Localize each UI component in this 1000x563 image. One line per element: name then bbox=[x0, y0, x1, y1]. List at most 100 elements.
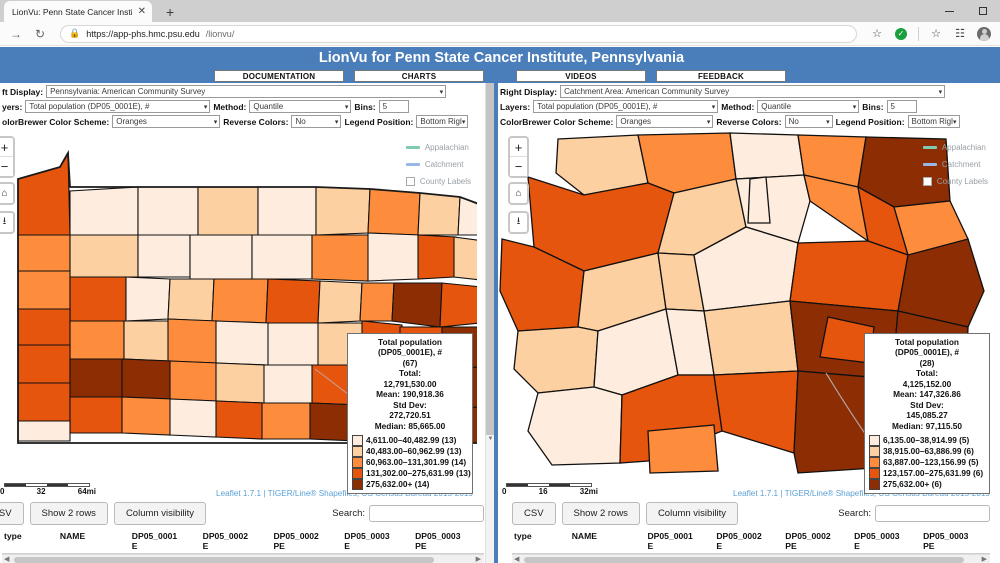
overlay-label: County Labels bbox=[419, 177, 471, 186]
left-panel-scrollbar[interactable]: ▼ bbox=[485, 83, 495, 563]
right-map-attribution[interactable]: Leaflet 1.7.1 | TIGER/Line® Shapefiles, … bbox=[733, 489, 990, 498]
left-map[interactable]: + − ⌂ ⭳ Appalachian bbox=[0, 131, 477, 498]
home-icon[interactable]: ⌂ bbox=[508, 182, 529, 205]
browser-tab[interactable]: LionVu: Penn State Cancer Institu ✕ bbox=[4, 1, 152, 22]
scroll-thumb[interactable] bbox=[486, 83, 495, 435]
overlay-appalachian[interactable]: Appalachian bbox=[922, 139, 988, 156]
col-dp05-0003pe[interactable]: DP05_0003PE bbox=[413, 527, 484, 554]
col-dp05-0002pe[interactable]: DP05_0002PE bbox=[271, 527, 343, 554]
scroll-down-arrow-icon[interactable]: ▼ bbox=[487, 436, 494, 442]
right-colorscheme-row: ColorBrewer Color Scheme: Oranges Revers… bbox=[500, 115, 998, 128]
home-icon[interactable]: ⌂ bbox=[0, 182, 15, 205]
tab-videos[interactable]: VIDEOS bbox=[516, 70, 646, 82]
col-dp05-0003pe[interactable]: DP05_0003PE bbox=[921, 527, 990, 554]
left-method-select[interactable]: Quantile bbox=[249, 100, 352, 113]
col-name[interactable]: NAME bbox=[57, 527, 130, 554]
address-bar[interactable]: 🔒 https://app-phs.hmc.psu.edu/lionvu/ bbox=[60, 24, 857, 43]
overlay-county-labels[interactable]: County Labels bbox=[922, 173, 988, 190]
col-dp05-0002pe[interactable]: DP05_0002PE bbox=[783, 527, 853, 554]
left-controls: ft Display: Pennsylvania: American Commu… bbox=[0, 83, 494, 131]
left-display-select[interactable]: Pennsylvania: American Community Survey bbox=[46, 85, 447, 98]
column-visibility-button[interactable]: Column visibility bbox=[645, 502, 739, 525]
csv-button[interactable]: CSV bbox=[512, 502, 556, 525]
legend-label: 275,632.00+ (14) bbox=[366, 479, 430, 489]
scroll-right-arrow-icon[interactable]: ▶ bbox=[475, 556, 481, 563]
close-icon[interactable]: ✕ bbox=[137, 5, 146, 17]
search-input[interactable] bbox=[875, 505, 990, 522]
browser-essentials-icon[interactable]: ☷ bbox=[955, 28, 965, 40]
download-icon[interactable]: ⭳ bbox=[0, 211, 15, 234]
zoom-out-button[interactable]: − bbox=[0, 157, 13, 176]
search-input[interactable] bbox=[369, 505, 484, 522]
col-dp05-0001e[interactable]: DP05_0001E bbox=[129, 527, 201, 554]
csv-button[interactable]: CSV bbox=[0, 502, 24, 525]
col-dp05-0002e[interactable]: DP05_0002E bbox=[200, 527, 272, 554]
maximize-icon[interactable] bbox=[966, 0, 1000, 22]
tab-charts[interactable]: CHARTS bbox=[354, 70, 484, 82]
legend-swatch bbox=[869, 468, 880, 479]
right-table-hscrollbar[interactable]: ◀ ▶ bbox=[512, 554, 990, 563]
left-info-stats: Total population (DP05_0001E), # (67) To… bbox=[352, 337, 468, 432]
profile-avatar-icon[interactable] bbox=[974, 24, 994, 44]
left-layers-select[interactable]: Total population (DP05_0001E), # bbox=[25, 100, 211, 113]
right-display-select[interactable]: Catchment Area: American Community Surve… bbox=[560, 85, 946, 98]
col-dp05-0003e[interactable]: DP05_0003E bbox=[342, 527, 414, 554]
left-colorbrewer-select[interactable]: Oranges bbox=[112, 115, 221, 128]
left-reverse-select[interactable]: No bbox=[291, 115, 342, 128]
right-layers-select[interactable]: Total population (DP05_0001E), # bbox=[533, 100, 719, 113]
zoom-in-button[interactable]: + bbox=[510, 138, 527, 157]
overlay-catchment[interactable]: Catchment bbox=[405, 156, 471, 173]
scale-min: 0 bbox=[502, 487, 507, 496]
right-colorbrewer-select[interactable]: Oranges bbox=[616, 115, 714, 128]
right-layers-row: Layers: Total population (DP05_0001E), #… bbox=[500, 100, 998, 113]
left-reverse-label: Reverse Colors: bbox=[223, 116, 289, 127]
right-bins-input[interactable]: 5 bbox=[886, 100, 917, 113]
overlay-catchment[interactable]: Catchment bbox=[922, 156, 988, 173]
left-table-toolbar: CSV Show 2 rows Column visibility Search… bbox=[0, 498, 484, 527]
shield-check-icon[interactable]: ✓ bbox=[891, 24, 911, 44]
right-reverse-select[interactable]: No bbox=[784, 115, 833, 128]
scroll-right-arrow-icon[interactable]: ▶ bbox=[981, 556, 987, 563]
reload-icon[interactable]: ↻ bbox=[34, 26, 46, 41]
scroll-left-arrow-icon[interactable]: ◀ bbox=[514, 556, 520, 563]
overlay-appalachian[interactable]: Appalachian bbox=[405, 139, 471, 156]
col-dp05-0002e[interactable]: DP05_0002E bbox=[714, 527, 784, 554]
zoom-out-button[interactable]: − bbox=[510, 157, 527, 176]
col-dp05-0003e[interactable]: DP05_0003E bbox=[852, 527, 922, 554]
col-type[interactable]: type bbox=[512, 527, 570, 554]
tab-feedback[interactable]: FEEDBACK bbox=[656, 70, 786, 82]
scroll-thumb[interactable] bbox=[524, 557, 964, 563]
right-legendpos-select[interactable]: Bottom Rigl bbox=[907, 115, 960, 128]
show-rows-button[interactable]: Show 2 rows bbox=[561, 502, 640, 525]
right-table-toolbar: CSV Show 2 rows Column visibility Search… bbox=[512, 498, 990, 527]
col-name[interactable]: NAME bbox=[569, 527, 646, 554]
checkbox-icon[interactable] bbox=[922, 177, 932, 186]
catchment-line-icon bbox=[922, 163, 937, 166]
download-icon[interactable]: ⭳ bbox=[508, 211, 529, 234]
overlay-county-labels[interactable]: County Labels bbox=[405, 173, 471, 190]
left-bins-input[interactable]: 5 bbox=[378, 100, 409, 113]
zoom-in-button[interactable]: + bbox=[0, 138, 13, 157]
right-colorbrewer-label: ColorBrewer Color Scheme: bbox=[500, 116, 614, 127]
scroll-thumb[interactable] bbox=[14, 557, 434, 563]
left-map-attribution[interactable]: Leaflet 1.7.1 | TIGER/Line® Shapefiles, … bbox=[216, 489, 473, 498]
left-search: Search: bbox=[332, 505, 484, 522]
right-map[interactable]: + − ⌂ ⭳ Appalachian bbox=[498, 131, 994, 498]
left-table-hscrollbar[interactable]: ◀ ▶ bbox=[2, 554, 484, 563]
col-type[interactable]: type bbox=[2, 527, 58, 554]
column-visibility-button[interactable]: Column visibility bbox=[113, 502, 207, 525]
checkbox-icon[interactable] bbox=[405, 177, 415, 186]
tab-documentation[interactable]: DOCUMENTATION bbox=[214, 70, 344, 82]
right-method-select[interactable]: Quantile bbox=[757, 100, 860, 113]
left-display-label: ft Display: bbox=[2, 86, 44, 97]
plus-icon[interactable]: + bbox=[166, 4, 175, 20]
left-legendpos-select[interactable]: Bottom Rigl bbox=[416, 115, 469, 128]
collections-icon[interactable]: ☆ bbox=[872, 28, 882, 40]
favorites-icon[interactable]: ☆ bbox=[931, 28, 941, 40]
minimize-icon[interactable] bbox=[932, 0, 966, 22]
scroll-left-arrow-icon[interactable]: ◀ bbox=[4, 556, 10, 563]
show-rows-button[interactable]: Show 2 rows bbox=[29, 502, 108, 525]
col-dp05-0001e[interactable]: DP05_0001E bbox=[645, 527, 715, 554]
legend-swatch bbox=[352, 435, 363, 446]
arrow-forward-icon[interactable]: → bbox=[10, 26, 22, 41]
